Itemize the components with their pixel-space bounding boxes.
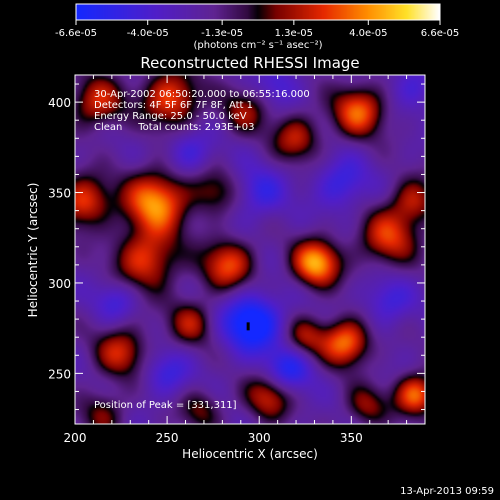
annotation-total-counts: Clean Total counts: 2.93E+03: [94, 122, 254, 133]
colorbar-frame: [75, 3, 441, 21]
x-tick-label: 300: [248, 431, 271, 445]
annotation-time-range: 30-Apr-2002 06:50:20.000 to 06:55:16.000: [94, 89, 310, 100]
x-tick-label: 250: [156, 431, 179, 445]
colorbar-gradient: [76, 4, 440, 20]
y-tick-label: 300: [48, 277, 71, 291]
y-axis-label: Heliocentric Y (arcsec): [26, 183, 40, 318]
minimum-marker: [246, 322, 250, 331]
x-tick-label: 350: [340, 431, 363, 445]
y-axis: 250 300 350 400: [48, 83, 425, 411]
plot-frame: [74, 74, 426, 425]
colorbar-tick-label: 1.3e-05: [275, 28, 313, 39]
footer-timestamp: 13-Apr-2013 09:59: [400, 486, 494, 497]
y-tick-label: 400: [48, 96, 71, 110]
annotation-block: 30-Apr-2002 06:50:20.000 to 06:55:16.000…: [94, 89, 310, 133]
colorbar-unit-label: (photons cm⁻² s⁻¹ asec⁻²): [193, 40, 322, 51]
peak-position-label: Position of Peak = [331,311]: [94, 400, 237, 411]
colorbar-tick-label: -4.0e-05: [127, 28, 169, 39]
colorbar-tick-label: 4.0e-05: [349, 28, 387, 39]
chart-title: Reconstructed RHESSI Image: [140, 54, 359, 72]
annotation-detectors: Detectors: 4F 5F 6F 7F 8F, Att 1: [94, 100, 253, 111]
x-tick-label: 200: [64, 431, 87, 445]
x-axis-label: Heliocentric X (arcsec): [182, 447, 318, 461]
colorbar-tick-label: -1.3e-05: [201, 28, 243, 39]
colorbar-tick-label: 6.6e-05: [421, 28, 459, 39]
annotation-energy-range: Energy Range: 25.0 - 50.0 keV: [94, 111, 247, 122]
y-tick-label: 350: [48, 187, 71, 201]
x-axis: 200 250 300 350: [64, 75, 426, 445]
heatmap-image: [75, 75, 425, 424]
colorbar-ticks: [75, 20, 441, 25]
colorbar-tick-labels: -6.6e-05 -4.0e-05 -1.3e-05 1.3e-05 4.0e-05 6.…: [55, 28, 459, 39]
colorbar-tick-label: -6.6e-05: [55, 28, 97, 39]
y-tick-label: 250: [48, 367, 71, 381]
